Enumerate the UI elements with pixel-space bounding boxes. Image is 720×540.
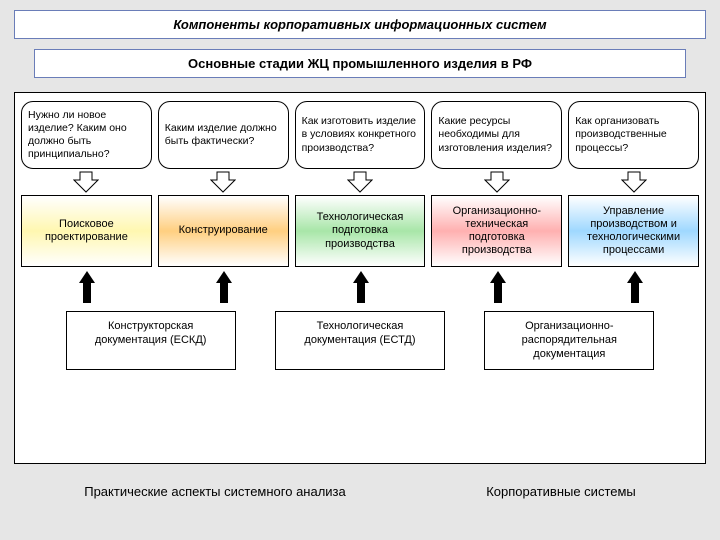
arrow-cell [431,171,562,193]
question-box: Как изготовить изделие в условиях конкре… [295,101,426,169]
page-title: Компоненты корпоративных информационных … [14,10,706,39]
up-arrow-icon [216,271,232,303]
question-text: Как изготовить изделие в условиях конкре… [302,115,419,154]
arrow-cell [568,171,699,193]
footer-right: Корпоративные системы [486,484,636,499]
footer: Практические аспекты системного анализа … [14,484,706,499]
question-box: Какие ресурсы необходимы для изготовлени… [431,101,562,169]
doc-box: Организационно-распорядительная документ… [484,311,654,370]
up-arrow-icon [627,271,643,303]
down-arrow-icon [210,171,236,193]
question-text: Каким изделие должно быть фактически? [165,122,282,148]
up-arrow [627,271,643,303]
down-arrow-icon [73,171,99,193]
question-box: Каким изделие должно быть фактически? [158,101,289,169]
up-arrow-icon [490,271,506,303]
stage-box: Организационно-техническая подготовка пр… [431,195,562,267]
up-arrow-icon [79,271,95,303]
question-text: Как организовать производственные процес… [575,115,692,154]
up-arrow-icon [353,271,369,303]
down-arrows-row [21,171,699,193]
stage-box: Поисковое проектирование [21,195,152,267]
stages-row: Поисковое проектированиеКонструированиеТ… [21,195,699,267]
questions-row: Нужно ли новое изделие? Каким оно должно… [21,101,699,169]
stage-box: Управление производством и технологическ… [568,195,699,267]
question-text: Нужно ли новое изделие? Каким оно должно… [28,109,145,162]
stage-box: Технологическая подготовка производства [295,195,426,267]
down-arrow-icon [621,171,647,193]
arrow-cell [295,171,426,193]
page: Компоненты корпоративных информационных … [0,0,720,540]
up-arrow [353,271,369,303]
up-arrow [79,271,95,303]
arrow-cell [158,171,289,193]
down-arrow-icon [347,171,373,193]
diagram-frame: Нужно ли новое изделие? Каким оно должно… [14,92,706,464]
up-arrows-row [21,271,699,305]
down-arrow-icon [484,171,510,193]
page-subtitle: Основные стадии ЖЦ промышленного изделия… [34,49,686,78]
doc-box: Конструкторская документация (ЕСКД) [66,311,236,370]
stage-box: Конструирование [158,195,289,267]
doc-box: Технологическая документация (ЕСТД) [275,311,445,370]
up-arrow [216,271,232,303]
question-box: Нужно ли новое изделие? Каким оно должно… [21,101,152,169]
footer-left: Практические аспекты системного анализа [84,484,346,499]
question-text: Какие ресурсы необходимы для изготовлени… [438,115,555,154]
docs-row: Конструкторская документация (ЕСКД) Техн… [21,311,699,370]
arrow-cell [21,171,152,193]
up-arrow [490,271,506,303]
question-box: Как организовать производственные процес… [568,101,699,169]
